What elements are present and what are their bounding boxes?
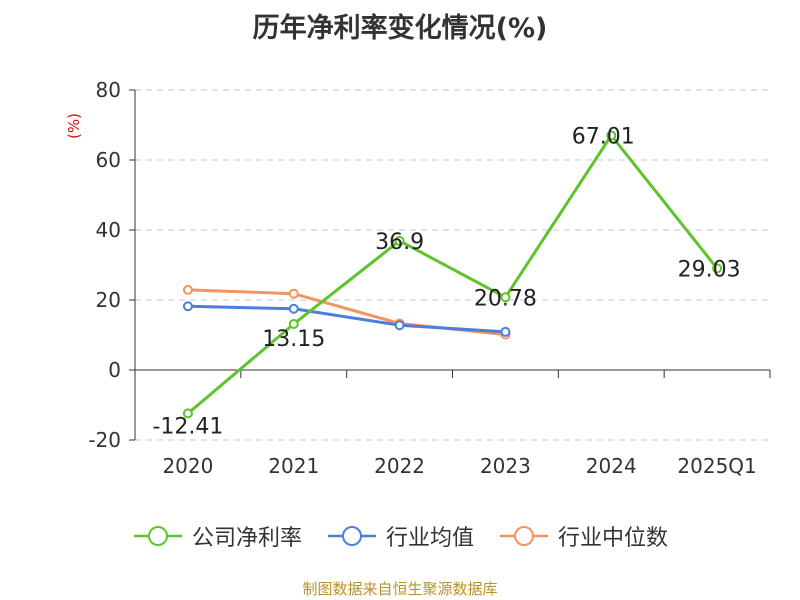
legend-item: 公司净利率 bbox=[132, 520, 302, 552]
data-label: 20.78 bbox=[474, 286, 537, 311]
series-point-2 bbox=[288, 288, 299, 299]
axis-layer: -20 0 20 40 60 80 2020 2021 2022 2023 2024 2025Q1 (%… bbox=[65, 78, 771, 478]
legend-item: 行业中位数 bbox=[498, 520, 668, 552]
series-point-1 bbox=[182, 301, 193, 312]
source-note: 制图数据来自恒生聚源数据库 bbox=[302, 580, 498, 598]
y-tick-label: 20 bbox=[96, 288, 121, 312]
series-point-1 bbox=[288, 303, 299, 314]
legend-circle bbox=[341, 526, 362, 546]
x-tick-label: 2025Q1 bbox=[677, 454, 756, 478]
series-point-1 bbox=[394, 320, 405, 331]
legend-label: 行业中位数 bbox=[558, 526, 669, 551]
y-tick-label: 80 bbox=[96, 78, 121, 102]
legend: 公司净利率 行业均值 行业中位数 bbox=[0, 518, 800, 554]
label-layer: -12.41 13.15 36.9 20.78 67.01 29.03 bbox=[152, 124, 740, 439]
y-tick-label: 60 bbox=[96, 148, 121, 172]
data-label: 67.01 bbox=[572, 124, 635, 149]
chart-title: 历年净利率变化情况(%) bbox=[252, 13, 548, 44]
x-tick-label: 2020 bbox=[162, 454, 213, 478]
legend-circle bbox=[147, 526, 168, 546]
series-layer bbox=[182, 130, 723, 419]
y-axis-label: (%) bbox=[65, 113, 83, 139]
series-line-1 bbox=[187, 304, 506, 334]
y-tick-label: 0 bbox=[108, 358, 121, 382]
data-label: -12.41 bbox=[152, 414, 223, 439]
x-tick-label: 2024 bbox=[586, 454, 637, 478]
x-tick-label: 2023 bbox=[480, 454, 531, 478]
series-point-0 bbox=[606, 130, 617, 141]
series-point-2 bbox=[182, 284, 193, 295]
y-tick-label: 40 bbox=[96, 218, 121, 242]
grid-layer bbox=[135, 89, 770, 441]
legend-label: 公司净利率 bbox=[191, 526, 302, 551]
x-tick-label: 2022 bbox=[374, 454, 425, 478]
y-tick-label: -20 bbox=[88, 428, 121, 452]
series-point-0 bbox=[500, 292, 511, 303]
legend-circle bbox=[514, 526, 534, 546]
series-point-0 bbox=[288, 318, 299, 329]
series-point-0 bbox=[182, 408, 193, 419]
legend-item: 行业均值 bbox=[326, 520, 474, 552]
series-point-0 bbox=[394, 235, 405, 246]
data-label: 29.03 bbox=[678, 257, 741, 282]
series-point-0 bbox=[712, 263, 723, 274]
series-line-0 bbox=[186, 133, 719, 415]
x-tick-label: 2021 bbox=[268, 454, 319, 478]
legend-marker-icon bbox=[327, 526, 376, 546]
series-point-1 bbox=[500, 326, 511, 337]
data-label: 13.15 bbox=[262, 327, 325, 352]
legend-label: 行业均值 bbox=[385, 526, 474, 551]
data-label: 36.9 bbox=[375, 230, 424, 255]
legend-marker-icon bbox=[133, 526, 182, 546]
legend-marker-icon bbox=[500, 526, 548, 546]
